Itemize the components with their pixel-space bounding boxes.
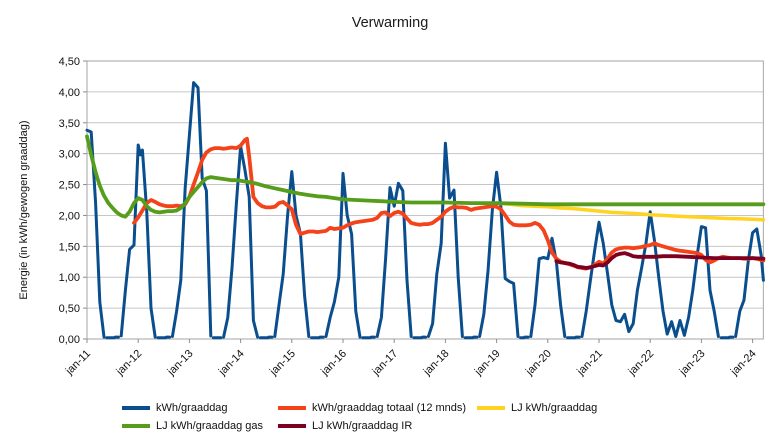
x-axis-tick-label: jan-19 bbox=[472, 348, 503, 379]
chart-title: Verwarming bbox=[351, 15, 429, 31]
y-axis-tick-label: 0,00 bbox=[59, 334, 80, 346]
series-line-kwh-graaddag bbox=[734, 227, 765, 338]
y-axis-tick-label: 2,50 bbox=[59, 180, 80, 192]
series-line-kwh-graaddag bbox=[85, 128, 106, 339]
x-axis-tick-label: jan-18 bbox=[421, 348, 452, 379]
series-line-kwh-graaddag bbox=[170, 81, 213, 338]
series-line-kwh-graaddag bbox=[324, 171, 362, 339]
x-axis-tick-label: jan-16 bbox=[318, 348, 349, 379]
y-axis-tick-label: 3,50 bbox=[59, 118, 80, 130]
x-axis-tick-label: jan-20 bbox=[523, 348, 554, 379]
x-axis-tick-label: jan-13 bbox=[165, 348, 196, 379]
x-axis-tick-label: jan-17 bbox=[370, 348, 401, 379]
series-line-kwh-graaddag bbox=[529, 236, 567, 338]
x-axis-tick-label: jan-14 bbox=[216, 348, 247, 379]
y-axis-tick-label: 0,50 bbox=[59, 303, 80, 315]
x-axis-tick-label: jan-11 bbox=[63, 348, 93, 378]
y-axis-tick-label: 1,00 bbox=[59, 272, 80, 284]
series-line-kwh-graaddag bbox=[119, 143, 157, 339]
y-axis-tick-label: 3,00 bbox=[59, 149, 80, 161]
y-axis-tick-label: 1,50 bbox=[59, 241, 80, 253]
x-axis-tick-label: jan-21 bbox=[574, 348, 605, 379]
x-axis-tick-label: jan-12 bbox=[114, 348, 145, 379]
y-axis-tick-label: 4,50 bbox=[59, 56, 80, 68]
series-line-kwh-graaddag-totaal-12-mnds bbox=[132, 136, 766, 271]
series-line-lj-kwh-graaddag-ir bbox=[554, 251, 766, 270]
series-line-kwh-graaddag bbox=[426, 141, 464, 338]
plot-border bbox=[86, 60, 764, 340]
y-axis-tick-label: 4,00 bbox=[59, 87, 80, 99]
series-line-kwh-graaddag bbox=[478, 170, 520, 338]
series-line-kwh-graaddag bbox=[580, 210, 720, 338]
series-line-kwh-graaddag bbox=[273, 170, 311, 338]
series-line-kwh-graaddag bbox=[375, 181, 413, 338]
x-axis-tick-label: jan-22 bbox=[626, 348, 657, 379]
x-axis-tick-label: jan-23 bbox=[677, 348, 708, 379]
y-axis-tick-label: 2,00 bbox=[59, 210, 80, 222]
x-axis-tick-label: jan-24 bbox=[728, 348, 759, 379]
series-line-lj-kwh-graaddag-gas bbox=[85, 134, 766, 219]
x-axis-tick-label: jan-15 bbox=[267, 348, 298, 379]
series-line-lj-kwh-graaddag bbox=[494, 201, 766, 222]
